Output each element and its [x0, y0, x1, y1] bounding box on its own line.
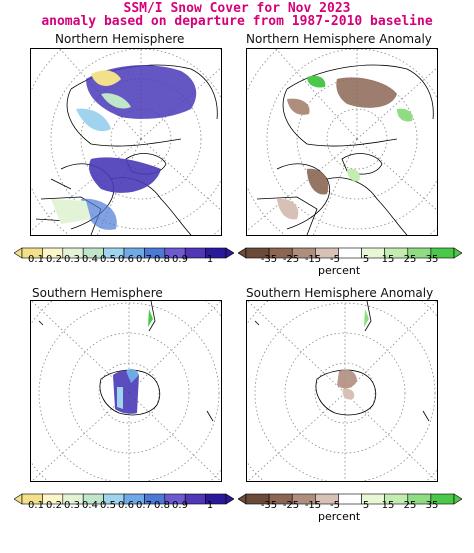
cover-tick-label: 0.1 — [28, 500, 44, 511]
nh-anomaly-unit: percent — [318, 264, 361, 277]
anomaly-tick-label: -5 — [330, 500, 340, 511]
anomaly-tick-label: 5 — [362, 254, 370, 265]
cover-tick-label: 0.7 — [136, 500, 152, 511]
cover-tick-label: 0.7 — [136, 254, 152, 265]
cover-tick-label: 0.3 — [64, 500, 80, 511]
anomaly-tick-label: -25 — [282, 500, 300, 511]
nh-panel-title: Northern Hemisphere — [55, 32, 185, 46]
anomaly-tick-label: 35 — [425, 254, 439, 265]
cover-tick-label: 0.8 — [154, 254, 170, 265]
cover-tick-label: 0.2 — [46, 254, 62, 265]
cover-tick-label: 0.8 — [154, 500, 170, 511]
anomaly-tick-label: 35 — [425, 500, 439, 511]
cover-tick-label: 0.4 — [82, 500, 98, 511]
anomaly-tick-label: 25 — [403, 500, 417, 511]
anomaly-tick-label: 15 — [381, 254, 395, 265]
anomaly-tick-label: -15 — [304, 500, 322, 511]
cover-tick-label: 0.5 — [100, 254, 116, 265]
cover-tick-label: 0.6 — [118, 254, 134, 265]
colorbar-arrow-high — [453, 247, 463, 259]
cover-tick-label: 0.2 — [46, 500, 62, 511]
nh-anomaly-panel-title: Northern Hemisphere Anomaly — [246, 32, 432, 46]
sh-anomaly-colorbar-labels: -35 -25 -15 -5 5 15 25 35 — [238, 500, 462, 512]
colorbar-arrow-high — [453, 493, 463, 505]
nh-anomaly-map — [246, 48, 438, 236]
map-title: SSM/I Snow Cover for Nov 2023 — [123, 1, 351, 16]
anomaly-tick-label: 25 — [403, 254, 417, 265]
sh-cover-colorbar — [13, 490, 235, 509]
cover-tick-label: 0.9 — [172, 500, 188, 511]
cover-tick-label: 1 — [206, 254, 214, 265]
cover-tick-label: 0.3 — [64, 254, 80, 265]
sh-cover-colorbar-labels: 0.1 0.2 0.3 0.4 0.5 0.6 0.7 0.8 0.9 1 — [14, 500, 234, 512]
anomaly-tick-label: -15 — [304, 254, 322, 265]
nh-cover-colorbar-labels: 0.1 0.2 0.3 0.4 0.5 0.6 0.7 0.8 0.9 1 — [14, 254, 234, 266]
colorbar-arrow-high — [225, 493, 235, 505]
sh-anomaly-map — [246, 300, 438, 482]
sh-anomaly-colorbar — [237, 490, 463, 509]
sh-snow-cover-map — [30, 300, 222, 482]
map-subtitle: anomaly based on departure from 1987-201… — [41, 14, 433, 29]
cover-tick-label: 0.1 — [28, 254, 44, 265]
cover-tick-label: 0.6 — [118, 500, 134, 511]
cover-tick-label: 0.9 — [172, 254, 188, 265]
cover-tick-label: 1 — [206, 500, 214, 511]
anomaly-tick-label: -35 — [260, 254, 278, 265]
anomaly-tick-label: -5 — [330, 254, 340, 265]
cover-tick-label: 0.5 — [100, 500, 116, 511]
anomaly-tick-label: 5 — [362, 500, 370, 511]
anomaly-tick-label: -35 — [260, 500, 278, 511]
sh-panel-title: Southern Hemisphere — [32, 286, 163, 300]
sh-anomaly-panel-title: Southern Hemisphere Anomaly — [246, 286, 434, 300]
colorbar-arrow-high — [225, 247, 235, 259]
sh-anomaly-unit: percent — [318, 510, 361, 523]
anomaly-tick-label: 15 — [381, 500, 395, 511]
nh-cover-colorbar — [13, 244, 235, 263]
nh-anomaly-colorbar — [237, 244, 463, 263]
anomaly-tick-label: -25 — [282, 254, 300, 265]
nh-anomaly-colorbar-labels: -35 -25 -15 -5 5 15 25 35 — [238, 254, 462, 266]
cover-tick-label: 0.4 — [82, 254, 98, 265]
nh-snow-cover-map — [30, 48, 222, 236]
